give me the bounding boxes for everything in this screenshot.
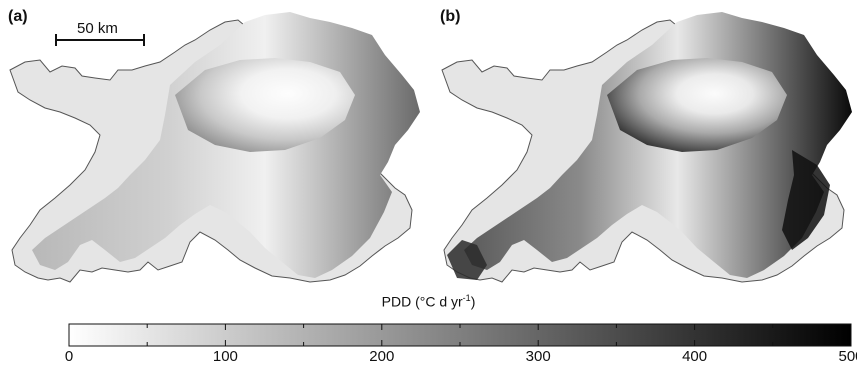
ice-cap-core-b <box>607 58 787 152</box>
map-panel-b: (b) <box>432 0 857 290</box>
colorbar-tick-label: 200 <box>369 348 395 365</box>
scale-bar-label: 50 km <box>77 20 118 37</box>
map-panel-a: (a) 50 km <box>0 0 425 290</box>
colorbar-tick-label: 500 <box>838 348 857 365</box>
colorbar-title: PDD (°C d yr-1) <box>0 293 857 310</box>
dark-patch-sw-b <box>447 240 487 280</box>
scale-bar <box>55 34 145 46</box>
colorbar-ticks <box>68 324 852 346</box>
colorbar-title-text: PDD (°C d yr <box>381 293 463 310</box>
colorbar-tick-label: 300 <box>525 348 551 365</box>
colorbar-title-end: ) <box>470 293 476 310</box>
colorbar-svg <box>68 323 852 347</box>
map-b-svg <box>441 12 852 283</box>
panel-label-b: (b) <box>440 8 461 25</box>
colorbar-tick-label: 100 <box>212 348 238 365</box>
colorbar-tick-label: 400 <box>682 348 708 365</box>
colorbar: PDD (°C d yr-1) 0 100 200 300 400 500 <box>0 293 857 369</box>
colorbar-title-sup: -1 <box>462 293 471 303</box>
panel-label-a: (a) <box>8 8 28 25</box>
colorbar-tick-label: 0 <box>64 348 74 365</box>
dark-margin-b <box>782 150 830 250</box>
ice-cap-core-a <box>175 58 355 152</box>
map-a-svg <box>9 12 420 283</box>
